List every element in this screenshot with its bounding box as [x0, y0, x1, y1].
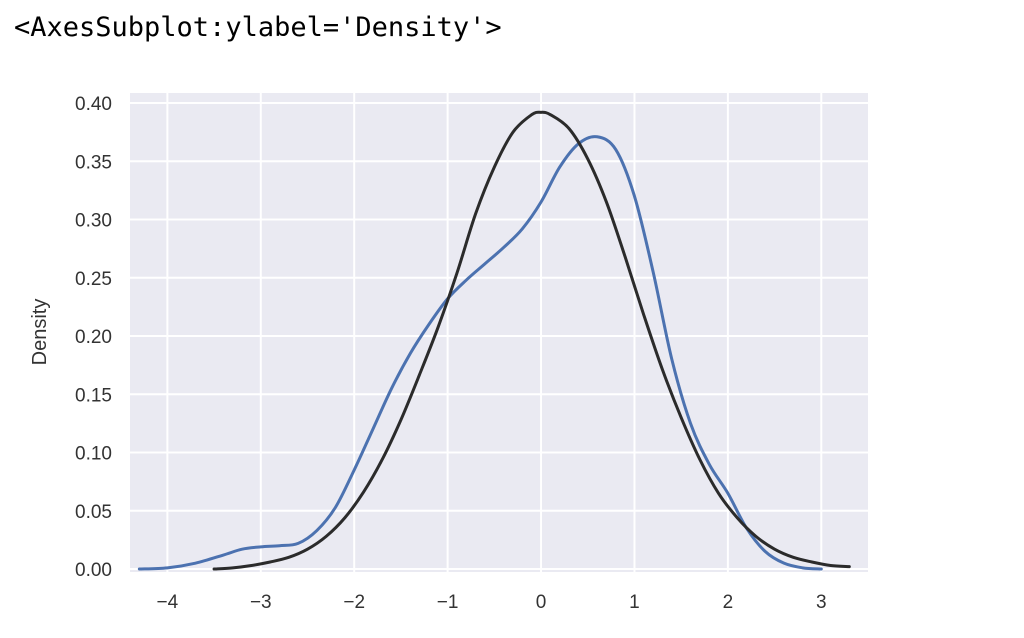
x-tick-label: −4 [157, 592, 179, 613]
y-axis-label: Density [29, 299, 51, 366]
axes-repr-text: <AxesSubplot:ylabel='Density'> [14, 12, 502, 43]
x-tick-label: 1 [629, 592, 640, 613]
y-tick-label: 0.30 [75, 211, 112, 232]
y-tick-label: 0.25 [75, 269, 112, 290]
y-tick-label: 0.00 [75, 560, 112, 581]
x-tick-label: 0 [536, 592, 547, 613]
y-tick-label: 0.20 [75, 327, 112, 348]
y-tick-label: 0.05 [75, 502, 112, 523]
plot-background [130, 93, 868, 572]
x-tick-label: −1 [437, 592, 459, 613]
y-tick-label: 0.15 [75, 385, 112, 406]
y-tick-label: 0.40 [75, 94, 112, 115]
x-tick-label: −3 [250, 592, 272, 613]
plot-area: −4 −3 −2 −1 0 1 2 3 0.00 0.05 0.10 0.15 0.20 0.25 0.30… [75, 93, 868, 613]
y-tick-label: 0.35 [75, 152, 112, 173]
density-curve-2 [212, 110, 851, 571]
x-tick-label: 3 [816, 592, 827, 613]
density-curve-1 [137, 135, 823, 571]
x-tick-label: −2 [343, 592, 365, 613]
x-tick-label: 2 [723, 592, 734, 613]
y-tick-label: 0.10 [75, 444, 112, 465]
